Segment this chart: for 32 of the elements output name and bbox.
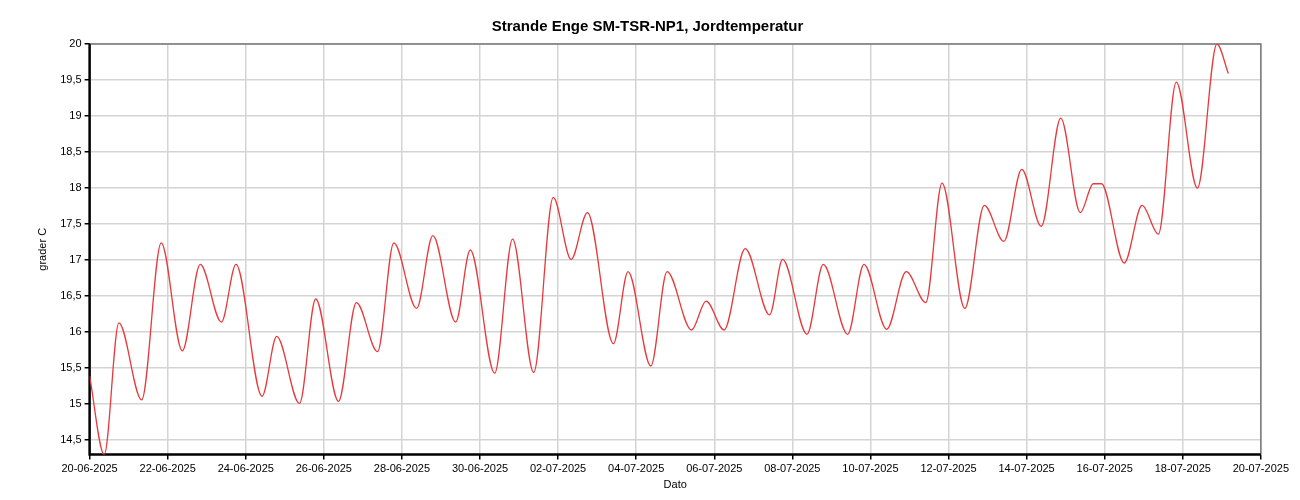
x-tick-label: 18-07-2025: [1154, 462, 1211, 475]
x-axis-title: Dato: [663, 478, 687, 491]
y-tick-label: 20: [69, 37, 82, 50]
y-tick-label: 16: [69, 325, 82, 338]
x-tick-label: 22-06-2025: [139, 462, 196, 475]
x-tick-label: 04-07-2025: [608, 462, 665, 475]
y-tick-label: 15: [69, 397, 82, 410]
x-tick-label: 14-07-2025: [998, 462, 1055, 475]
y-axis-title: grader C: [35, 227, 48, 271]
x-tick-label: 16-07-2025: [1076, 462, 1133, 475]
x-tick-label: 30-06-2025: [451, 462, 509, 475]
y-tick-label: 14,5: [60, 433, 82, 446]
y-tick-label: 15,5: [60, 361, 82, 374]
y-tick-label: 18,5: [60, 145, 82, 158]
x-tick-label: 24-06-2025: [217, 462, 274, 475]
y-tick-label: 19,5: [60, 73, 82, 86]
x-tick-label: 06-07-2025: [686, 462, 743, 475]
x-tick-label: 08-07-2025: [764, 462, 821, 475]
x-tick-label: 10-07-2025: [842, 462, 899, 475]
x-tick-label: 20-06-2025: [61, 462, 118, 475]
x-tick-label: 26-06-2025: [295, 462, 352, 475]
y-tick-label: 17,5: [60, 217, 82, 230]
x-tick-label: 28-06-2025: [373, 462, 431, 475]
y-tick-label: 18: [69, 181, 82, 194]
x-tick-label: 12-07-2025: [920, 462, 977, 475]
line-series: [89, 44, 1229, 455]
chart-title: Strande Enge SM-TSR-NP1, Jordtemperatur: [491, 17, 804, 35]
y-tick-label: 16,5: [60, 289, 82, 302]
y-tick-label: 19: [69, 109, 82, 122]
y-tick-label: 17: [69, 253, 82, 266]
x-tick-label: 20-07-2025: [1232, 462, 1290, 475]
x-tick-label: 02-07-2025: [529, 462, 587, 475]
